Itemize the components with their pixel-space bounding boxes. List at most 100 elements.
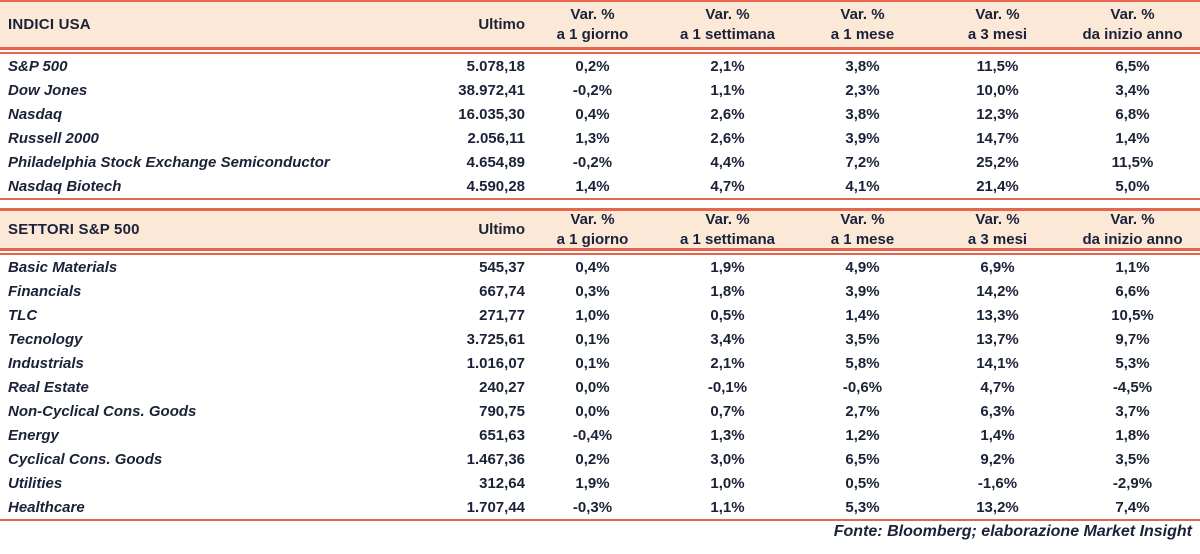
change-value: 14,7% <box>976 129 1019 147</box>
change-value: 0,3% <box>575 282 610 300</box>
period-label: a 3 mesi <box>967 231 1028 248</box>
change-value: 5,3% <box>845 498 880 516</box>
change-value: 3,5% <box>845 330 880 348</box>
change-value: 1,9% <box>710 258 745 276</box>
change-value: 0,1% <box>575 354 610 372</box>
change-value: 13,3% <box>976 306 1019 324</box>
change-value: 0,0% <box>575 378 610 396</box>
column-header-var: Var. % a 1 mese <box>795 211 930 248</box>
table-row: S&P 500 5.078,18 0,2% 2,1% 3,8% 11,5% 6,5% <box>0 54 1200 78</box>
var-label: Var. % <box>1110 6 1155 23</box>
change-value: 25,2% <box>976 153 1019 171</box>
ultimo-value: 312,64 <box>479 474 525 492</box>
column-header-ultimo: Ultimo <box>478 16 525 33</box>
indici-usa-rows: S&P 500 5.078,18 0,2% 2,1% 3,8% 11,5% 6,5% Dow … <box>0 54 1200 198</box>
change-value: 13,2% <box>976 498 1019 516</box>
ultimo-value: 1.467,36 <box>466 450 525 468</box>
change-value: 0,7% <box>710 402 745 420</box>
table-row: Cyclical Cons. Goods 1.467,36 0,2% 3,0% 6,5%… <box>0 447 1200 471</box>
ultimo-value: 5.078,18 <box>466 57 525 75</box>
change-value: 12,3% <box>976 105 1019 123</box>
column-header-var: Var. % a 1 giorno <box>525 2 660 47</box>
change-value: 1,2% <box>845 426 880 444</box>
change-value: 5,8% <box>845 354 880 372</box>
row-label: Energy <box>8 426 59 444</box>
row-label: Nasdaq <box>8 105 63 123</box>
settori-sp500-table: SETTORI S&P 500 Ultimo Var. % a 1 giorno V… <box>0 208 1200 521</box>
change-value: 14,2% <box>976 282 1019 300</box>
change-value: 1,4% <box>980 426 1015 444</box>
change-value: 3,5% <box>1115 450 1150 468</box>
ultimo-value: 2.056,11 <box>467 129 525 147</box>
change-value: 6,8% <box>1115 105 1150 123</box>
var-label: Var. % <box>975 6 1020 23</box>
table-row: Tecnology 3.725,61 0,1% 3,4% 3,5% 13,7% 9,7% <box>0 327 1200 351</box>
change-value: -0,6% <box>842 378 883 396</box>
change-value: -0,4% <box>572 426 613 444</box>
change-value: 0,4% <box>575 258 610 276</box>
table-row: Real Estate 240,27 0,0% -0,1% -0,6% 4,7% -4,5% <box>0 375 1200 399</box>
table-row: Utilities 312,64 1,9% 1,0% 0,5% -1,6% -2,9% <box>0 471 1200 495</box>
change-value: 4,1% <box>845 177 880 195</box>
period-label: a 1 giorno <box>556 231 629 248</box>
table-row: Nasdaq Biotech 4.590,28 1,4% 4,7% 4,1% 21,4% 5… <box>0 174 1200 198</box>
column-header-var: Var. % a 1 mese <box>795 2 930 47</box>
var-label: Var. % <box>840 211 885 228</box>
change-value: 2,1% <box>710 57 745 75</box>
period-label: a 1 settimana <box>679 26 776 43</box>
column-header-var: Var. % da inizio anno <box>1065 211 1200 248</box>
ultimo-value: 790,75 <box>479 402 525 420</box>
table-row: Industrials 1.016,07 0,1% 2,1% 5,8% 14,1% 5,3% <box>0 351 1200 375</box>
change-value: 3,4% <box>710 330 745 348</box>
row-label: Dow Jones <box>8 81 88 99</box>
var-label: Var. % <box>570 6 615 23</box>
change-value: -2,9% <box>1112 474 1153 492</box>
ultimo-value: 651,63 <box>479 426 525 444</box>
change-value: 1,8% <box>710 282 745 300</box>
change-value: 1,4% <box>1115 129 1150 147</box>
change-value: 0,0% <box>575 402 610 420</box>
change-value: 14,1% <box>976 354 1019 372</box>
column-header-var: Var. % a 3 mesi <box>930 2 1065 47</box>
change-value: -0,3% <box>572 498 613 516</box>
period-label: a 1 mese <box>830 231 895 248</box>
var-label: Var. % <box>1110 211 1155 228</box>
change-value: 1,4% <box>845 306 880 324</box>
change-value: 3,0% <box>710 450 745 468</box>
change-value: 4,9% <box>845 258 880 276</box>
change-value: 3,8% <box>845 57 880 75</box>
change-value: 4,7% <box>980 378 1015 396</box>
settori-sp500-header-band: SETTORI S&P 500 Ultimo Var. % a 1 giorno V… <box>0 208 1200 251</box>
change-value: 2,6% <box>710 105 745 123</box>
table-title: SETTORI S&P 500 <box>8 221 140 238</box>
change-value: 11,5% <box>1111 153 1154 171</box>
change-value: 9,7% <box>1115 330 1150 348</box>
change-value: 5,0% <box>1115 177 1150 195</box>
ultimo-value: 667,74 <box>479 282 525 300</box>
var-label: Var. % <box>840 6 885 23</box>
change-value: 0,5% <box>845 474 880 492</box>
change-value: 10,5% <box>1111 306 1154 324</box>
change-value: 5,3% <box>1115 354 1150 372</box>
period-label: a 1 mese <box>830 26 895 43</box>
change-value: 1,9% <box>575 474 610 492</box>
settori-sp500-rows: Basic Materials 545,37 0,4% 1,9% 4,9% 6,9% 1,1… <box>0 255 1200 519</box>
change-value: 1,4% <box>575 177 610 195</box>
table-row: Energy 651,63 -0,4% 1,3% 1,2% 1,4% 1,8% <box>0 423 1200 447</box>
column-header-var: Var. % a 1 settimana <box>660 2 795 47</box>
ultimo-value: 3.725,61 <box>466 330 525 348</box>
var-label: Var. % <box>975 211 1020 228</box>
row-label: Cyclical Cons. Goods <box>8 450 163 468</box>
change-value: -4,5% <box>1112 378 1153 396</box>
change-value: 10,0% <box>976 81 1019 99</box>
var-label: Var. % <box>705 211 750 228</box>
ultimo-value: 16.035,30 <box>458 105 525 123</box>
column-header-ultimo: Ultimo <box>478 221 525 238</box>
change-value: 0,2% <box>575 57 610 75</box>
ultimo-value: 4.654,89 <box>466 153 525 171</box>
var-label: Var. % <box>705 6 750 23</box>
change-value: 1,3% <box>710 426 745 444</box>
column-header-var: Var. % a 1 giorno <box>525 211 660 248</box>
change-value: 1,0% <box>710 474 745 492</box>
change-value: 3,4% <box>1115 81 1150 99</box>
